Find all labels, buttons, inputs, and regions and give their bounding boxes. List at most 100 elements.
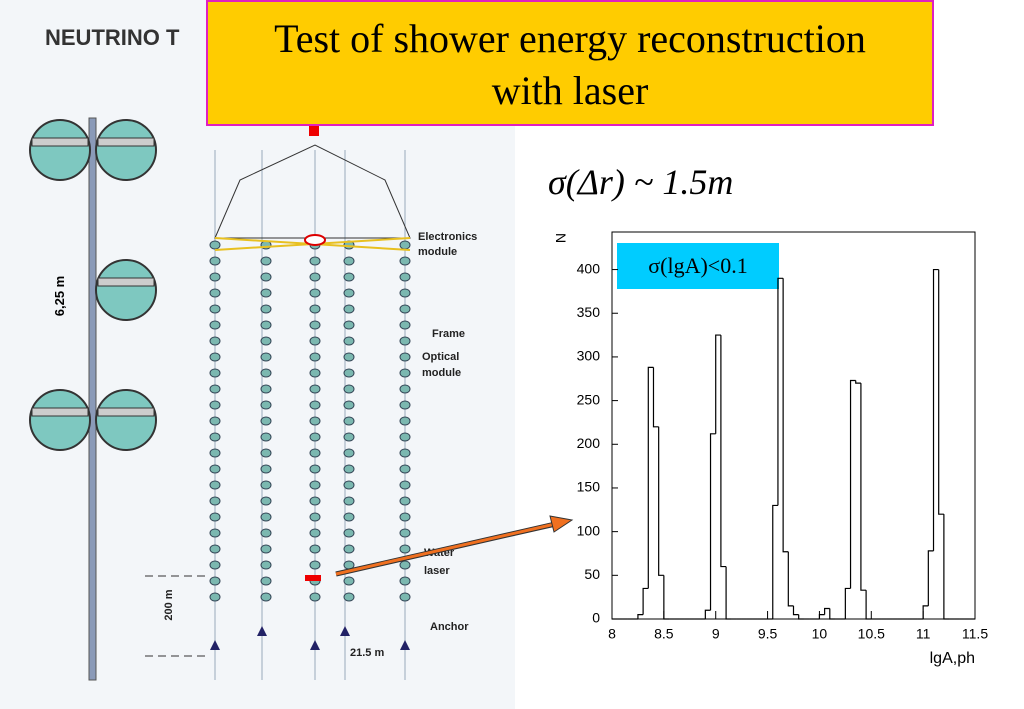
optical-module xyxy=(399,544,411,554)
electronics xyxy=(304,234,326,246)
optical-module xyxy=(343,432,355,442)
histogram-bin xyxy=(829,608,835,620)
optical-module xyxy=(260,320,272,330)
x-tick-label: 10 xyxy=(812,626,828,642)
sphere-cap xyxy=(97,407,155,417)
optical-module xyxy=(309,336,321,346)
optical-module xyxy=(343,320,355,330)
label: 21.5 m xyxy=(350,647,384,659)
sphere-cap xyxy=(31,137,89,147)
x-tick-label: 11 xyxy=(916,626,931,642)
histogram-bin xyxy=(720,335,727,568)
optical-module xyxy=(260,592,272,602)
optical-module xyxy=(209,320,221,330)
x-tick-label: 10.5 xyxy=(858,626,885,642)
histogram-bin xyxy=(715,334,721,434)
histogram-bin xyxy=(860,383,867,591)
optical-module xyxy=(343,384,355,394)
arrow-head xyxy=(549,515,574,533)
sphere xyxy=(95,389,157,451)
y-axis-label: N xyxy=(553,233,569,243)
optical-module xyxy=(399,480,411,490)
optical-module xyxy=(309,592,321,602)
y-tick-label: 50 xyxy=(584,566,600,582)
sphere xyxy=(95,259,157,321)
title-box xyxy=(206,0,934,126)
optical-module xyxy=(343,512,355,522)
optical-module xyxy=(309,512,321,522)
optical-module xyxy=(209,544,221,554)
optical-module xyxy=(399,256,411,266)
histogram-bin xyxy=(849,379,856,589)
optical-module xyxy=(309,384,321,394)
optical-module xyxy=(209,384,221,394)
optical-module xyxy=(309,320,321,330)
anchor xyxy=(400,640,410,650)
diagram-heading: NEUTRINO T xyxy=(45,25,180,50)
optical-module xyxy=(399,448,411,458)
optical-module xyxy=(209,288,221,298)
y-tick-label: 200 xyxy=(577,435,601,451)
optical-module xyxy=(343,304,355,314)
optical-module xyxy=(209,512,221,522)
optical-module xyxy=(260,416,272,426)
histogram-bin xyxy=(658,426,664,576)
optical-module xyxy=(343,592,355,602)
optical-module xyxy=(309,448,321,458)
optical-module xyxy=(343,400,355,410)
histogram-bin xyxy=(865,590,872,620)
plot-frame xyxy=(611,231,976,620)
y-tick-label: 300 xyxy=(577,348,601,364)
histogram-bin xyxy=(818,614,825,619)
optical-module xyxy=(309,400,321,410)
sphere-cap xyxy=(97,137,155,147)
optical-module xyxy=(343,448,355,458)
sphere xyxy=(95,119,157,181)
optical-module xyxy=(343,352,355,362)
optical-module xyxy=(309,272,321,282)
y-tick-label: 250 xyxy=(577,391,601,407)
optical-module xyxy=(343,544,355,554)
optical-module xyxy=(399,288,411,298)
optical-module xyxy=(309,480,321,490)
optical-module xyxy=(260,512,272,522)
optical-module xyxy=(209,448,221,458)
optical-module xyxy=(260,368,272,378)
optical-module xyxy=(260,304,272,314)
histogram-bin xyxy=(647,366,654,589)
optical-module xyxy=(209,416,221,426)
optical-module xyxy=(209,256,221,266)
optical-module xyxy=(399,272,411,282)
histogram-bin xyxy=(663,575,670,620)
optical-module xyxy=(309,288,321,298)
optical-module xyxy=(399,320,411,330)
sphere xyxy=(29,119,91,181)
optical-module xyxy=(399,496,411,506)
optical-module xyxy=(343,288,355,298)
histogram-bin xyxy=(704,609,711,619)
optical-module xyxy=(399,560,411,570)
optical-module xyxy=(260,544,272,554)
optical-module xyxy=(343,336,355,346)
histogram-bin xyxy=(792,605,799,616)
diagram xyxy=(29,117,411,681)
optical-module xyxy=(260,352,272,362)
histogram-bin xyxy=(927,550,934,606)
optical-module xyxy=(260,480,272,490)
x-tick-label: 9.5 xyxy=(758,626,778,642)
optical-module xyxy=(399,400,411,410)
title: with laser xyxy=(492,68,649,113)
optical-module xyxy=(309,544,321,554)
optical-module xyxy=(343,576,355,586)
anchor xyxy=(310,640,320,650)
rod xyxy=(88,117,97,681)
x-tick-label: 11.5 xyxy=(962,626,988,642)
laser-block xyxy=(305,575,321,581)
optical-module xyxy=(209,400,221,410)
label: laser xyxy=(424,565,450,577)
optical-module xyxy=(209,560,221,570)
optical-module xyxy=(399,336,411,346)
arrow xyxy=(335,522,556,576)
histogram-bin xyxy=(637,614,644,619)
optical-module xyxy=(343,464,355,474)
